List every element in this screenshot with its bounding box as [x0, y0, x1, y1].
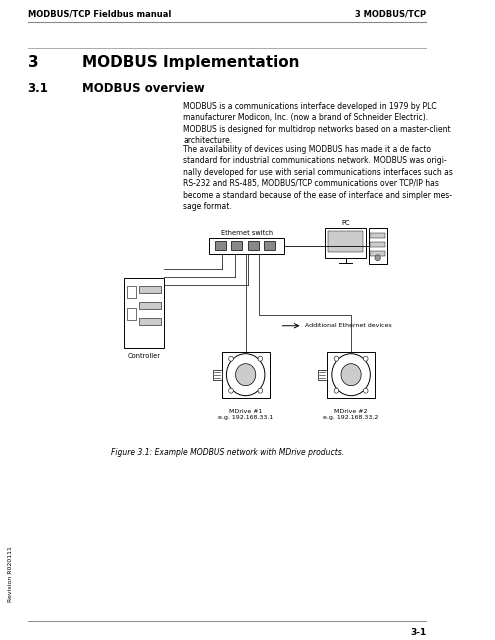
Bar [127, 286, 136, 298]
Bar [139, 301, 161, 308]
Bar [231, 241, 242, 250]
Circle shape [375, 255, 381, 260]
Bar [370, 251, 385, 256]
Text: Controller: Controller [127, 353, 160, 358]
Bar [214, 241, 226, 250]
Text: 3-1: 3-1 [410, 628, 426, 637]
Text: Additional Ethernet devices: Additional Ethernet devices [305, 323, 392, 328]
Text: MODBUS overview: MODBUS overview [83, 82, 205, 95]
Circle shape [258, 388, 263, 393]
Bar [222, 352, 269, 397]
Circle shape [334, 388, 339, 393]
Text: Ethernet switch: Ethernet switch [220, 230, 273, 236]
Bar [370, 242, 385, 247]
Circle shape [236, 364, 256, 386]
Text: MODBUS/TCP Fieldbus manual: MODBUS/TCP Fieldbus manual [28, 10, 171, 19]
Text: MODBUS is a communications interface developed in 1979 by PLC
manufacturer Modic: MODBUS is a communications interface dev… [183, 102, 451, 145]
Text: 3.1: 3.1 [28, 82, 49, 95]
Circle shape [258, 356, 263, 361]
Bar [368, 228, 387, 264]
Bar [328, 231, 363, 252]
Circle shape [334, 356, 339, 361]
Bar [139, 286, 161, 292]
Circle shape [363, 356, 368, 361]
Circle shape [332, 354, 370, 396]
Text: PC: PC [341, 220, 350, 226]
Text: MODBUS Implementation: MODBUS Implementation [83, 55, 300, 70]
Bar [139, 317, 161, 324]
Text: 3: 3 [28, 55, 38, 70]
Bar [325, 228, 366, 258]
Circle shape [229, 356, 233, 361]
Circle shape [341, 364, 361, 386]
Circle shape [226, 354, 265, 396]
Bar [327, 352, 375, 397]
Bar [209, 238, 284, 254]
Bar [213, 370, 222, 380]
Text: MDrive #2
e.g. 192.168.33.2: MDrive #2 e.g. 192.168.33.2 [323, 409, 379, 420]
Circle shape [363, 388, 368, 393]
Circle shape [229, 388, 233, 393]
Bar [124, 278, 164, 348]
Text: Revision R020111: Revision R020111 [8, 547, 13, 602]
Text: MDrive #1
e.g. 192.168.33.1: MDrive #1 e.g. 192.168.33.1 [218, 409, 273, 420]
Bar [370, 233, 385, 238]
Bar [248, 241, 258, 250]
Text: Figure 3.1: Example MODBUS network with MDrive products.: Figure 3.1: Example MODBUS network with … [111, 447, 344, 456]
Bar [318, 370, 327, 380]
Text: The availability of devices using MODBUS has made it a de facto
standard for ind: The availability of devices using MODBUS… [183, 145, 453, 211]
Text: 3 MODBUS/TCP: 3 MODBUS/TCP [355, 10, 426, 19]
Bar [127, 308, 136, 320]
Bar [264, 241, 275, 250]
